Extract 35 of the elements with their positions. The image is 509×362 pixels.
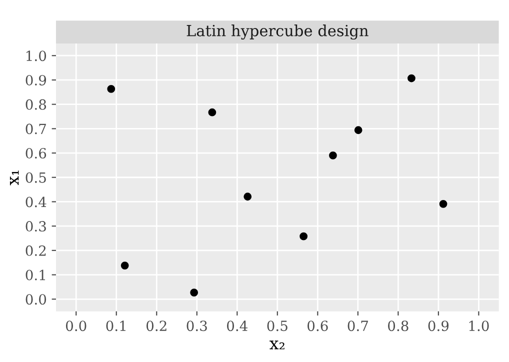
- point: [120, 262, 129, 270]
- y-tick-label: 0.8: [26, 99, 46, 110]
- x-axis-title: x₂: [270, 340, 284, 350]
- x-tick-label: 0.0: [66, 320, 86, 332]
- y-tick-label: 0.9: [26, 74, 46, 86]
- point: [208, 108, 216, 116]
- point: [439, 200, 448, 208]
- point: [354, 126, 362, 134]
- y-tick-label: 0.5: [26, 172, 46, 183]
- point: [329, 152, 337, 160]
- y-tick-label: 1.0: [26, 50, 46, 62]
- y-tick-label: 0.4: [26, 196, 46, 208]
- y-tick-label: 0.6: [26, 148, 46, 158]
- y-tick-label: 0.1: [26, 270, 45, 280]
- y-tick-label: 0.2: [26, 245, 46, 256]
- x-tick-label: 0.8: [388, 320, 408, 332]
- x-tick-label: 0.1: [106, 320, 126, 332]
- y-axis-title: x₁: [10, 170, 19, 186]
- x-tick-label: 1.0: [469, 320, 489, 332]
- point: [300, 232, 308, 240]
- y-tick-label: 0.3: [26, 221, 46, 232]
- chart-title: Latin hypercube design: [186, 24, 368, 40]
- x-tick-label: 0.7: [348, 320, 368, 332]
- x-tick-label: 0.3: [186, 320, 207, 332]
- y-tick-label: 0.0: [26, 294, 46, 305]
- point: [190, 288, 198, 297]
- x-tick-label: 0.4: [227, 320, 248, 332]
- x-tick-label: 0.2: [146, 320, 166, 332]
- x-tick-label: 0.5: [267, 320, 288, 332]
- point: [107, 85, 116, 93]
- x-tick-label: 0.6: [308, 320, 328, 332]
- point: [408, 74, 416, 82]
- y-tick-label: 0.7: [26, 124, 46, 134]
- x-tick-label: 0.9: [428, 320, 449, 332]
- point: [244, 192, 252, 201]
